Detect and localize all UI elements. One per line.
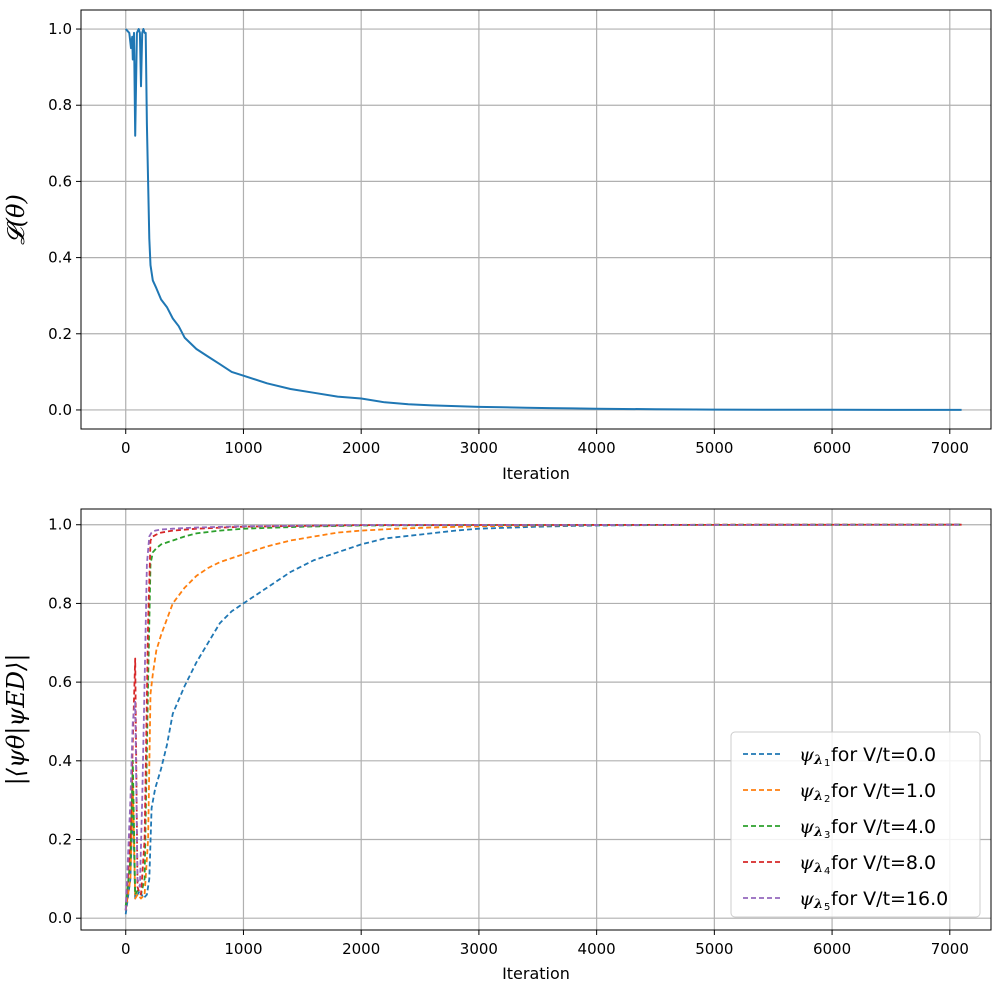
y-tick-label: 0.4 bbox=[48, 249, 72, 267]
legend-symbol: ψ bbox=[799, 852, 815, 874]
legend-label: for V/t=1.0 bbox=[831, 780, 936, 802]
overlap-chart-frame bbox=[80, 508, 992, 931]
overlap-chart-series bbox=[124, 523, 962, 915]
y-tick-label: 0.6 bbox=[48, 673, 72, 691]
overlap-chart-xlabel: Iteration bbox=[502, 964, 570, 983]
y-tick-label: 0.6 bbox=[48, 172, 72, 190]
x-tick-label: 5000 bbox=[695, 439, 733, 457]
legend-label: for V/t=0.0 bbox=[831, 744, 936, 766]
y-tick-label: 0.8 bbox=[48, 96, 72, 114]
series-line-4 bbox=[124, 523, 962, 911]
legend-symbol: ψ bbox=[799, 816, 815, 838]
x-tick-label: 6000 bbox=[813, 940, 851, 958]
x-tick-label: 7000 bbox=[931, 940, 969, 958]
overlap-chart-ylabel: |⟨ψθ|ψED⟩| bbox=[2, 654, 31, 786]
x-tick-label: 4000 bbox=[578, 439, 616, 457]
loss-chart: 0 1000 2000 3000 4000 5000 6000 7000 0.0 0.2 0.4 0.… bbox=[2, 9, 992, 483]
overlap-chart-ticks: 0 1000 2000 3000 4000 5000 6000 7000 0.0 0.2 0.4 0.… bbox=[48, 516, 969, 958]
x-tick-label: 2000 bbox=[342, 439, 380, 457]
x-tick-label: 2000 bbox=[342, 940, 380, 958]
x-tick-label: 3000 bbox=[460, 940, 498, 958]
legend-symbol: ψ bbox=[799, 744, 815, 766]
y-tick-label: 0.0 bbox=[48, 909, 72, 927]
y-tick-label: 0.2 bbox=[48, 831, 72, 849]
legend-subscript: 5 bbox=[824, 902, 830, 913]
legend-lambda: λ bbox=[813, 861, 823, 876]
x-tick-label: 1000 bbox=[224, 940, 262, 958]
overlap-chart: 0 1000 2000 3000 4000 5000 6000 7000 0.0 0.2 0.4 0.… bbox=[2, 508, 992, 983]
x-tick-label: 5000 bbox=[695, 940, 733, 958]
loss-chart-xlabel: Iteration bbox=[502, 464, 570, 483]
loss-chart-ylabel: 𝓛(θ) bbox=[2, 194, 30, 245]
x-tick-label: 4000 bbox=[578, 940, 616, 958]
y-tick-label: 0.4 bbox=[48, 752, 72, 770]
legend-label: for V/t=8.0 bbox=[831, 852, 936, 874]
legend-subscript: 1 bbox=[824, 758, 830, 769]
legend-subscript: 4 bbox=[824, 866, 830, 877]
y-tick-label: 1.0 bbox=[48, 20, 72, 38]
legend-box bbox=[730, 731, 981, 918]
series-line-3 bbox=[124, 523, 962, 907]
x-tick-label: 6000 bbox=[813, 439, 851, 457]
series-line-2 bbox=[124, 523, 962, 911]
y-tick-label: 1.0 bbox=[48, 516, 72, 534]
x-tick-label: 0 bbox=[121, 940, 131, 958]
x-tick-label: 7000 bbox=[931, 439, 969, 457]
legend-symbol: ψ bbox=[799, 780, 815, 802]
series-line-5 bbox=[124, 523, 962, 911]
y-tick-label: 0.8 bbox=[48, 594, 72, 612]
loss-chart-frame bbox=[80, 9, 992, 430]
x-tick-label: 1000 bbox=[224, 439, 262, 457]
legend-symbol: ψ bbox=[799, 888, 815, 910]
series-line-1 bbox=[124, 28, 962, 411]
legend-lambda: λ bbox=[813, 789, 823, 804]
y-tick-label: 0.0 bbox=[48, 401, 72, 419]
loss-chart-ticks: 0 1000 2000 3000 4000 5000 6000 7000 0.0 0.2 0.4 0.… bbox=[48, 20, 969, 457]
x-tick-label: 3000 bbox=[460, 439, 498, 457]
legend-subscript: 3 bbox=[824, 830, 830, 841]
legend-label: for V/t=4.0 bbox=[831, 816, 936, 838]
legend-lambda: λ bbox=[813, 825, 823, 840]
legend-lambda: λ bbox=[813, 753, 823, 768]
loss-chart-grid bbox=[81, 10, 991, 429]
x-tick-label: 0 bbox=[121, 439, 131, 457]
loss-chart-series bbox=[124, 28, 962, 411]
legend-subscript: 2 bbox=[824, 794, 830, 805]
series-line-1 bbox=[124, 523, 962, 915]
y-tick-label: 0.2 bbox=[48, 325, 72, 343]
legend-lambda: λ bbox=[813, 897, 823, 912]
legend-label: for V/t=16.0 bbox=[831, 888, 948, 910]
